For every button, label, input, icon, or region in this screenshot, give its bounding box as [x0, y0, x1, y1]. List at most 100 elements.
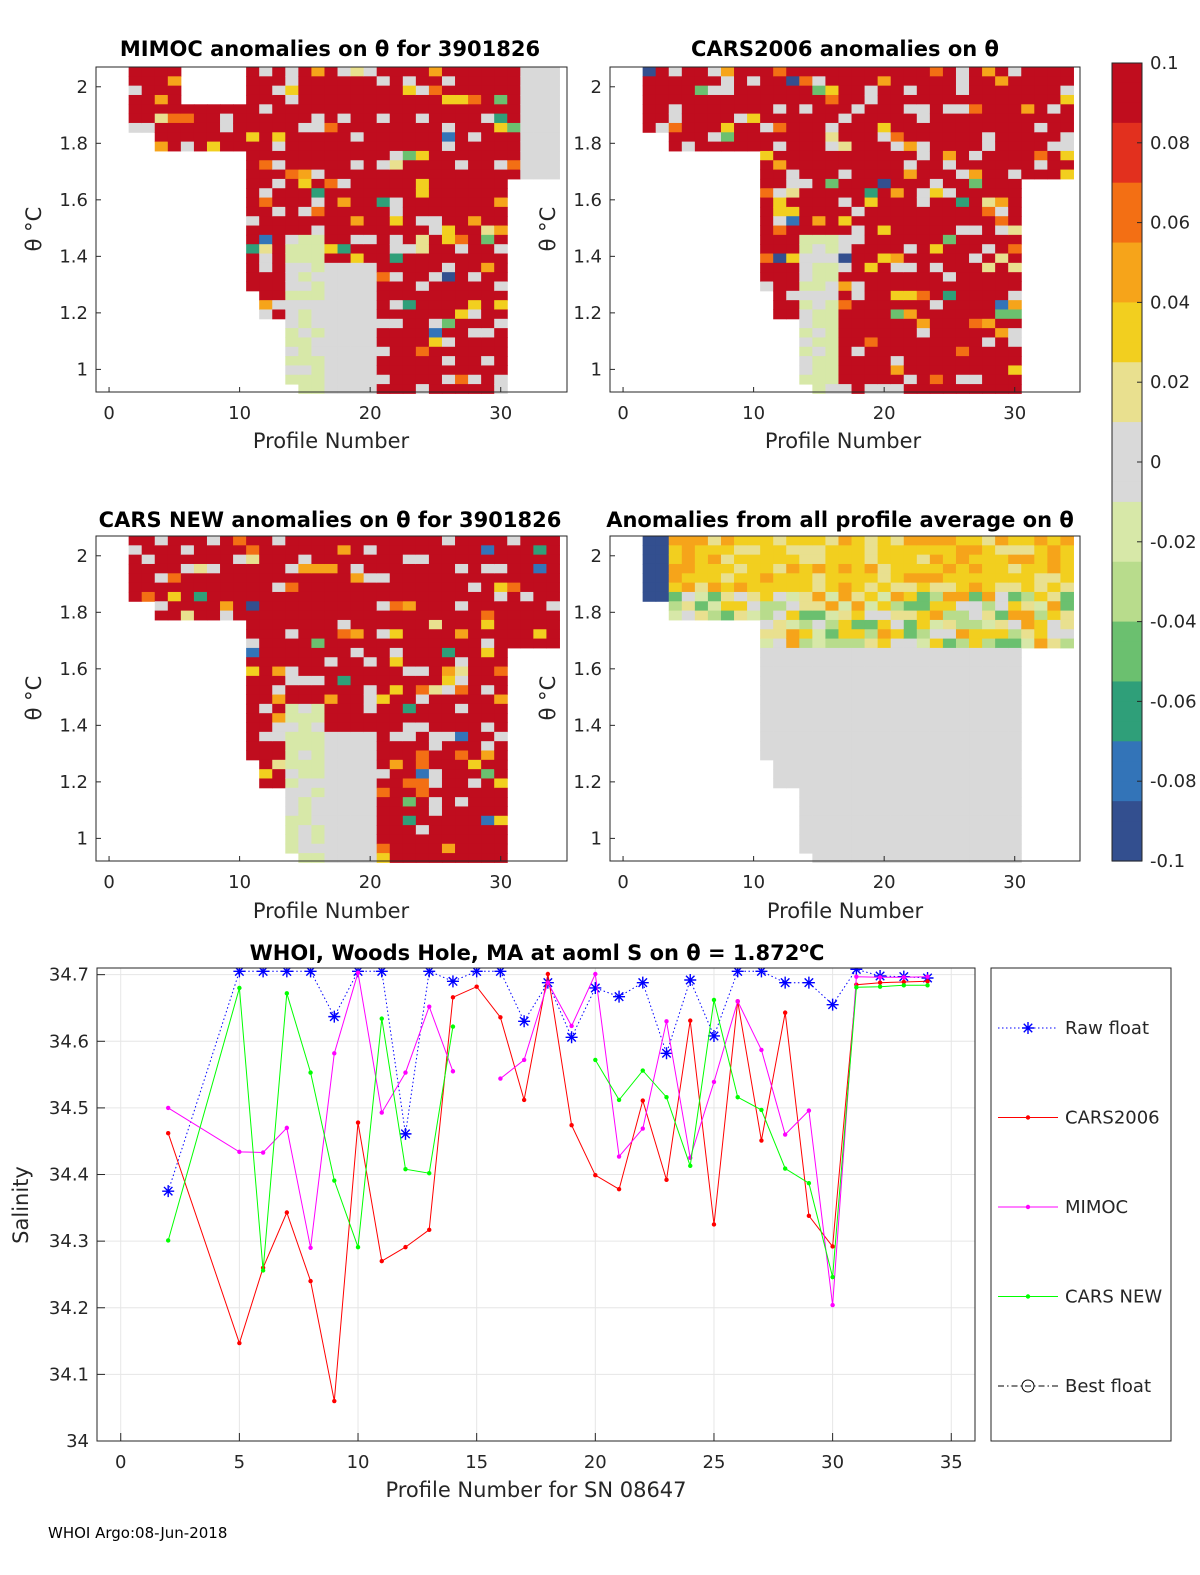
heatmap-cell	[428, 843, 443, 854]
heatmap-cell	[929, 272, 944, 282]
heatmap-cell	[285, 619, 299, 630]
heatmap-cell	[259, 160, 273, 171]
heatmap-cell	[337, 309, 352, 320]
heatmap-cell	[929, 601, 944, 612]
heatmap-cell	[1008, 713, 1022, 724]
heatmap-cell	[799, 281, 813, 292]
heatmap-cell	[298, 122, 312, 133]
heatmap-cell	[246, 563, 260, 574]
heatmap-cell	[481, 365, 495, 376]
heatmap-cell	[402, 806, 417, 817]
heatmap-cell	[259, 104, 273, 115]
heatmap-cell	[799, 85, 813, 96]
heatmap-cell	[890, 703, 905, 714]
heatmap-cell	[350, 113, 365, 124]
heatmap-cell	[760, 536, 774, 546]
heatmap-cell	[415, 122, 430, 133]
heatmap-cell	[825, 675, 839, 686]
heatmap-cell	[468, 741, 482, 751]
heatmap-cell	[259, 188, 273, 199]
heatmap-cell	[877, 188, 892, 199]
heatmap-cell	[1047, 122, 1061, 133]
heatmap-cell	[350, 591, 365, 602]
heatmap-cell	[298, 573, 312, 584]
heatmap-cell	[838, 853, 853, 863]
heatmap-cell	[415, 328, 430, 338]
heatmap-cell	[825, 778, 839, 789]
heatmap-cell	[877, 253, 892, 264]
heatmap-cell	[455, 104, 469, 115]
heatmap-cell	[995, 666, 1009, 677]
data-point	[759, 1047, 764, 1053]
heatmap-cell	[428, 328, 443, 338]
heatmap-cell	[441, 759, 456, 770]
heatmap-cell	[285, 759, 299, 770]
heatmap-cell	[520, 554, 534, 565]
heatmap-cell	[441, 545, 456, 556]
heatmap-cell	[298, 337, 312, 348]
heatmap-cell	[337, 85, 352, 96]
heatmap-cell	[720, 76, 735, 87]
heatmap-cell	[838, 573, 853, 584]
heatmap-cell	[799, 337, 813, 348]
heatmap-cell	[298, 713, 312, 724]
heatmap-cell	[259, 262, 273, 273]
data-point-star	[304, 968, 317, 978]
heatmap-cell	[916, 346, 931, 357]
heatmap-cell	[206, 554, 221, 565]
heatmap-cell	[324, 769, 339, 779]
heatmap-cell	[272, 703, 286, 714]
heatmap-cell	[259, 722, 273, 733]
heatmap-cell	[916, 545, 931, 556]
heatmap-cell	[864, 638, 879, 649]
heatmap-cell	[272, 216, 286, 227]
colorbar-step	[1112, 521, 1142, 543]
heatmap-cell	[929, 76, 944, 87]
heatmap-cell	[428, 94, 443, 105]
data-point-star	[613, 990, 626, 1003]
heatmap-panel-all-profile-average: Anomalies from all profile average on θ …	[536, 508, 1081, 923]
heatmap-cell	[298, 234, 312, 245]
heatmap-cell	[350, 290, 365, 301]
heatmap-cell	[1047, 85, 1061, 96]
heatmap-cell	[337, 713, 352, 724]
heatmap-cell	[350, 272, 365, 282]
heatmap-cell	[468, 545, 482, 556]
heatmap-cell	[760, 122, 774, 133]
heatmap-cell	[193, 113, 208, 124]
heatmap-cell	[376, 591, 391, 602]
legend-item: Best float	[998, 1376, 1151, 1397]
heatmap-cell	[812, 741, 826, 751]
heatmap-cell	[773, 216, 787, 227]
heatmap-cell	[272, 234, 286, 245]
heatmap-cell	[154, 76, 169, 87]
heatmap-cell	[786, 610, 800, 621]
heatmap-cell	[298, 328, 312, 338]
heatmap-cell	[799, 94, 813, 105]
heatmap-cell	[864, 300, 879, 310]
heatmap-cell	[415, 244, 430, 255]
heatmap-cell	[428, 318, 443, 329]
heatmap-cell	[324, 601, 339, 612]
heatmap-cell	[851, 374, 866, 385]
heatmap-cell	[154, 601, 169, 612]
heatmap-cell	[468, 346, 482, 357]
heatmap-cell	[838, 843, 853, 854]
heatmap-cell	[324, 806, 339, 817]
data-point-star	[731, 968, 744, 978]
heatmap-cell	[942, 834, 957, 845]
heatmap-cell	[363, 741, 378, 751]
heatmap-cell	[760, 85, 774, 96]
heatmap-cell	[707, 67, 722, 77]
heatmap-cell	[942, 703, 957, 714]
heatmap-cell	[246, 76, 260, 87]
heatmap-cell	[955, 675, 970, 686]
heatmap-cell	[441, 601, 456, 612]
heatmap-cell	[415, 272, 430, 282]
heatmap-cell	[441, 750, 456, 761]
heatmap-cell	[481, 731, 495, 742]
heatmap-cell	[916, 374, 931, 385]
heatmap-cell	[864, 346, 879, 357]
heatmap-cell	[337, 563, 352, 574]
heatmap-cell	[259, 601, 273, 612]
